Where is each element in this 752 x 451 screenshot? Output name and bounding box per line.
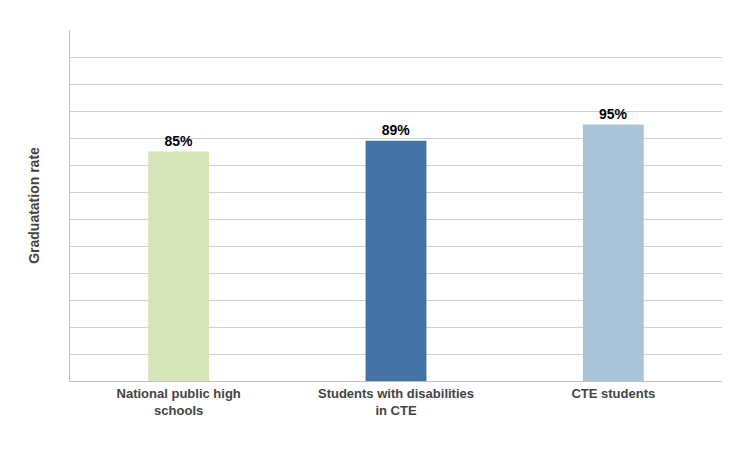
svg-text:Students with disabilitiesin C: Students with disabilitiesin CTE: [318, 386, 474, 418]
svg-text:95%: 95%: [599, 106, 628, 122]
svg-text:National public highschools: National public highschools: [117, 386, 241, 418]
svg-text:Graduatation rate: Graduatation rate: [26, 147, 42, 264]
svg-text:CTE students: CTE students: [571, 386, 655, 401]
svg-text:85%: 85%: [164, 133, 193, 149]
svg-text:89%: 89%: [382, 122, 411, 138]
